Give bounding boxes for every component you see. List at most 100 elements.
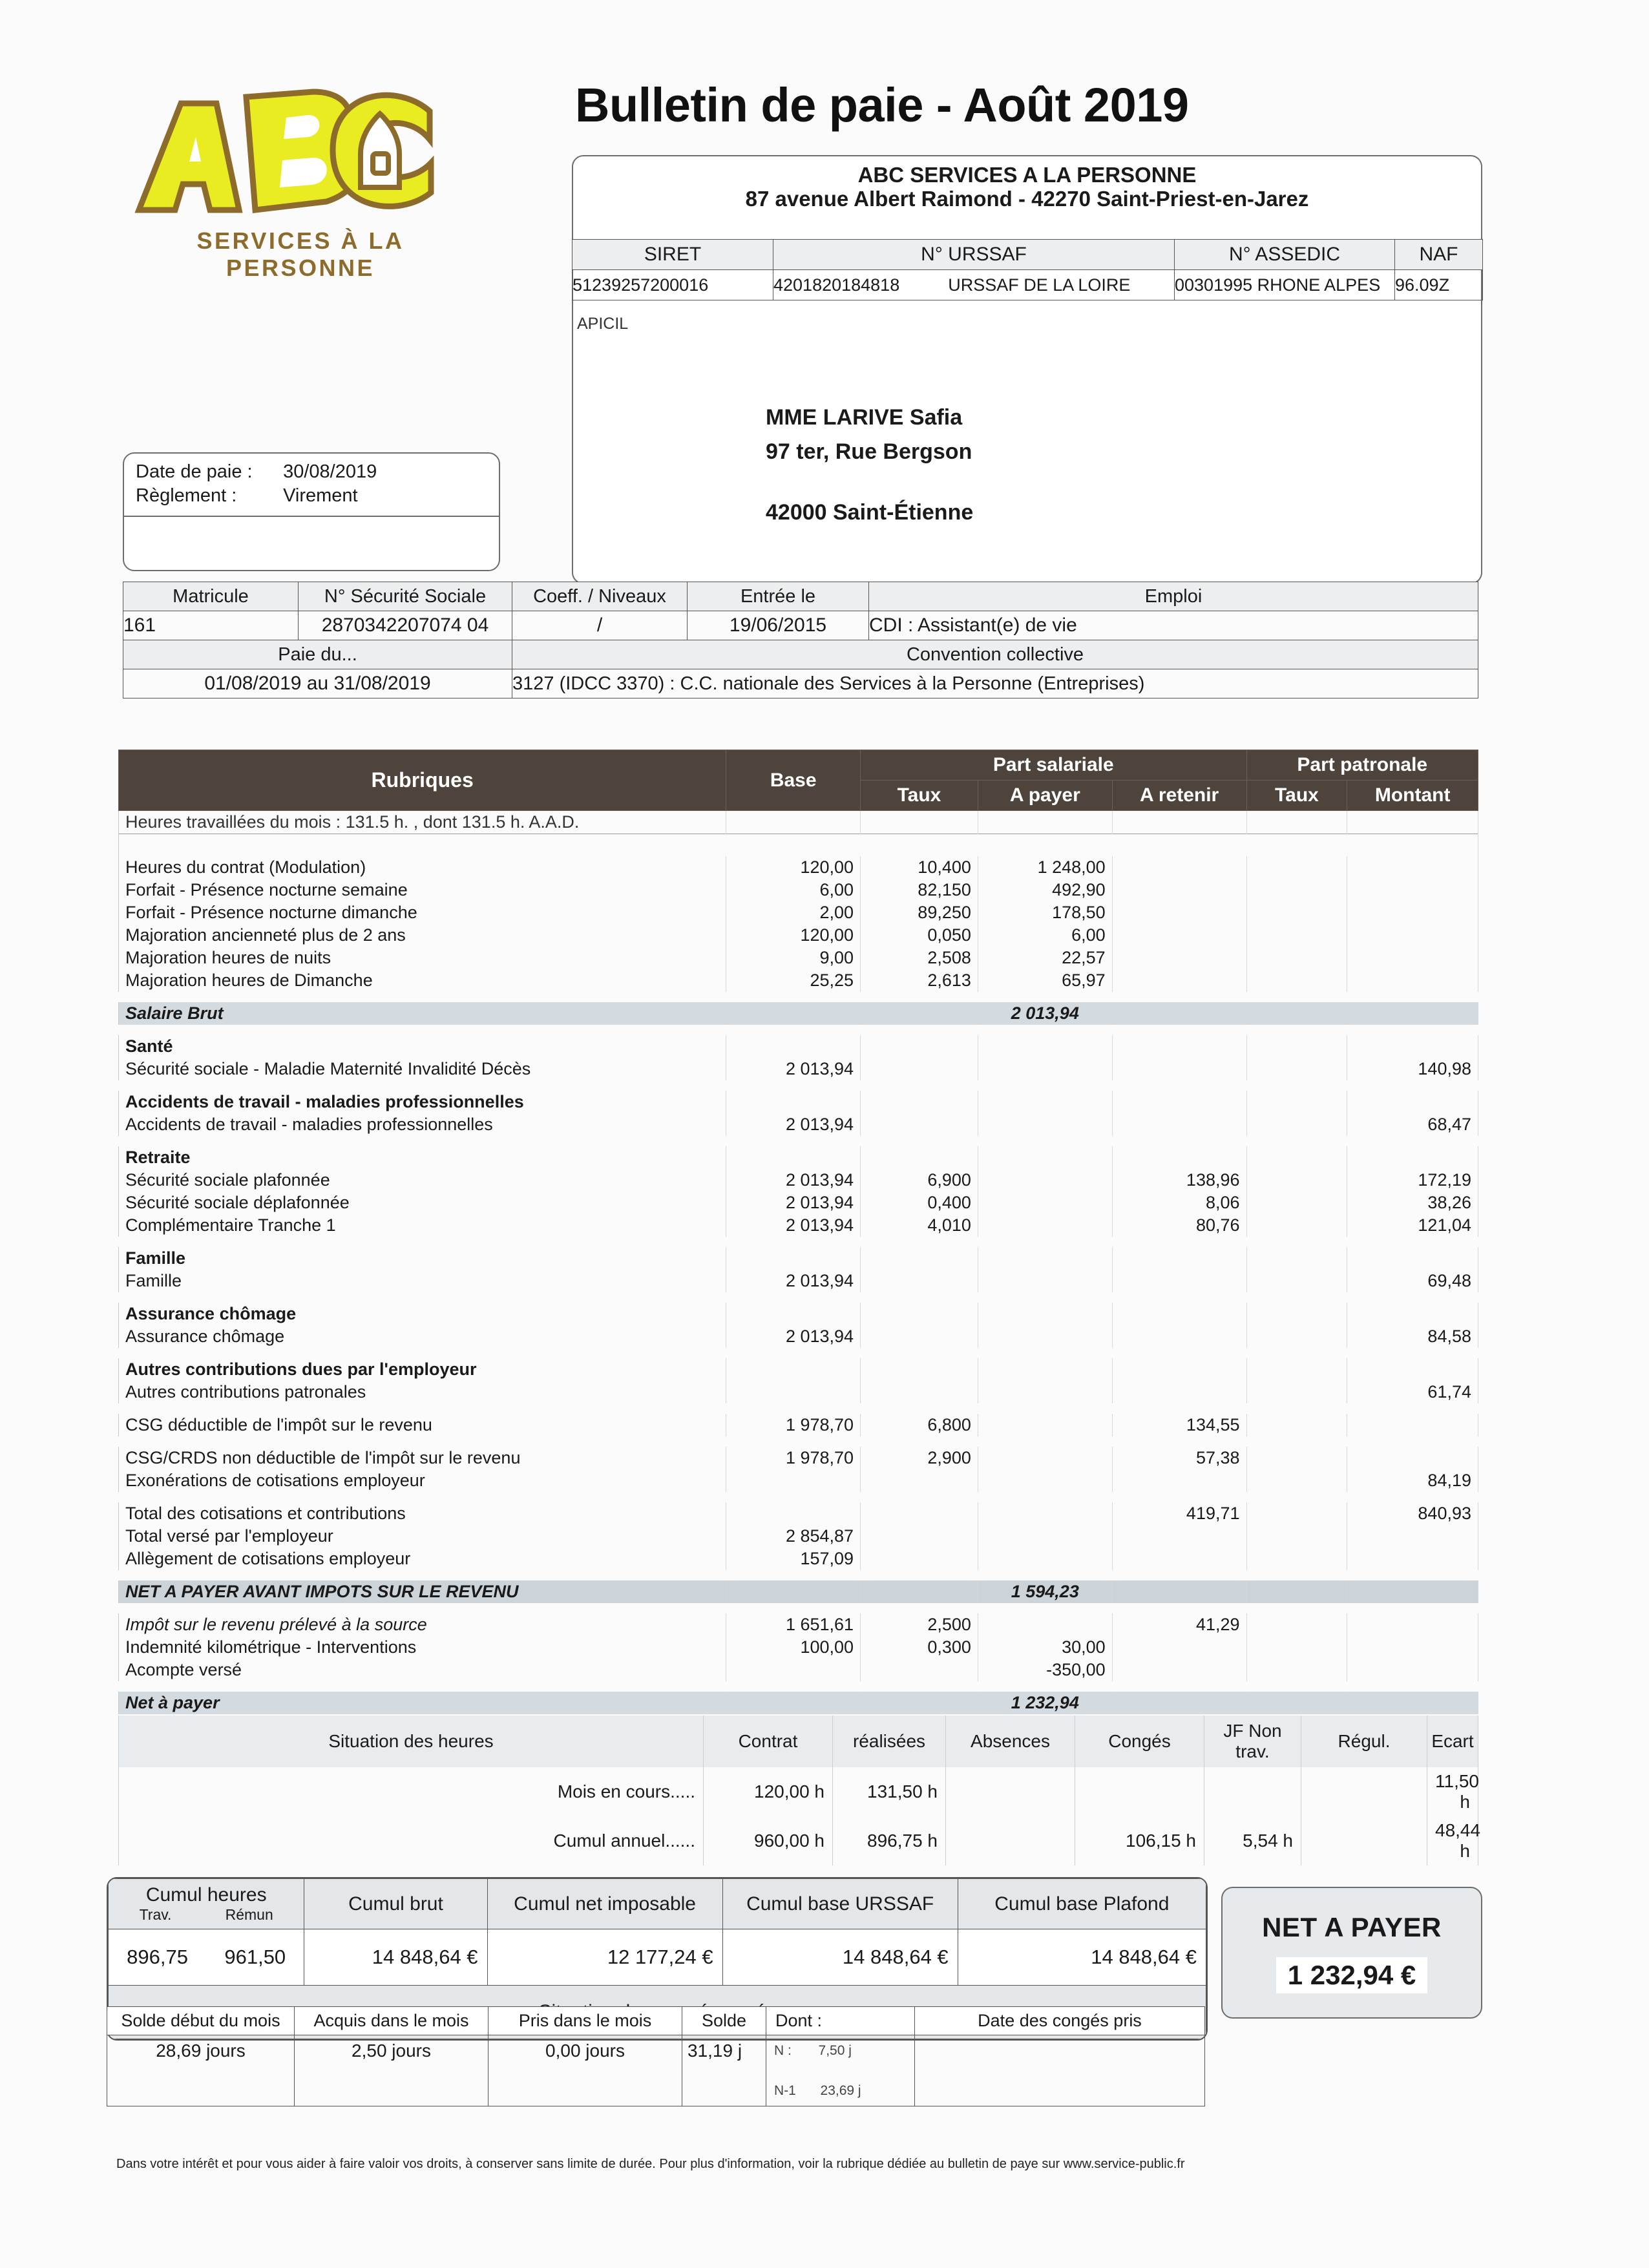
situ-cumul-jf: 5,54 h (1204, 1816, 1301, 1865)
hours-note-row: Heures travaillées du mois : 131.5 h. , … (118, 810, 1478, 834)
assedic-value: 00301995 RHONE ALPES (1174, 269, 1395, 300)
convention-header: Convention collective (512, 640, 1478, 669)
conges-solde-header: Solde (682, 2006, 766, 2035)
row-taux-patronal (1246, 1214, 1348, 1237)
siret-header: SIRET (572, 239, 773, 270)
row-label: Retraite (118, 1146, 727, 1169)
situ-col-absences: Absences (945, 1716, 1075, 1767)
row-taux-salarial: 2,500 (860, 1613, 978, 1636)
logo-tagline: SERVICES À LA PERSONNE (196, 227, 404, 281)
row-montant (1347, 1447, 1478, 1469)
table-row: Assurance chômage 2 013,94 84,58 (118, 1325, 1478, 1348)
row-taux-patronal (1246, 1058, 1348, 1080)
row-taux-salarial: 2,900 (860, 1447, 978, 1469)
hours-note: Heures travaillées du mois : 131.5 h. , … (118, 810, 727, 834)
row-label: Forfait - Présence nocturne semaine (118, 879, 727, 901)
spacer-row (119, 1136, 1478, 1146)
row-base: 2 013,94 (726, 1113, 861, 1136)
row-base (726, 1303, 861, 1325)
row-base: 2 013,94 (726, 1169, 861, 1192)
row-taux-patronal (1246, 1091, 1348, 1113)
row-taux-patronal (1246, 1325, 1348, 1348)
row-a-payer: 22,57 (977, 947, 1113, 969)
row-taux-salarial: 0,300 (860, 1636, 978, 1659)
row-label: Heures du contrat (Modulation) (118, 856, 727, 879)
conges-pris-value: 0,00 jours (488, 2035, 682, 2106)
conges-pris-header: Pris dans le mois (488, 2006, 682, 2035)
row-taux-salarial (860, 1659, 978, 1681)
row-label: Sécurité sociale déplafonnée (118, 1192, 727, 1214)
situ-cumul-absences (945, 1816, 1075, 1865)
table-row: Forfait - Présence nocturne dimanche 2,00… (118, 901, 1478, 924)
table-row: Net à payer 1 232,94 (118, 1692, 1478, 1714)
table-row: 01/08/2019 au 31/08/2019 3127 (IDCC 3370… (123, 669, 1478, 698)
row-label: Sécurité sociale plafonnée (118, 1169, 727, 1192)
divider (124, 516, 499, 517)
spacer-row (118, 834, 1478, 856)
row-a-retenir (1111, 879, 1247, 901)
row-taux-salarial: 2,613 (860, 969, 978, 992)
table-header-row: Matricule N° Sécurité Sociale Coeff. / N… (123, 582, 1478, 611)
payroll-body: Heures travaillées du mois : 131.5 h. , … (118, 810, 1478, 1767)
row-a-retenir (1111, 1659, 1247, 1681)
table-row: Salaire Brut 2 013,94 (118, 1002, 1478, 1025)
row-a-payer: -350,00 (977, 1659, 1113, 1681)
row-base: 2 013,94 (726, 1058, 861, 1080)
row-base: 120,00 (726, 856, 861, 879)
row-montant (1347, 1091, 1478, 1113)
row-label: Indemnité kilométrique - Interventions (118, 1636, 727, 1659)
row-base: 25,25 (726, 969, 861, 992)
row-montant (1347, 1358, 1478, 1381)
row-taux-salarial (860, 1548, 978, 1570)
col-montant: Montant (1347, 780, 1478, 811)
table-row: CSG déductible de l'impôt sur le revenu 1… (118, 1414, 1478, 1436)
row-label: Accidents de travail - maladies professi… (118, 1113, 727, 1136)
matricule-header: Matricule (123, 582, 299, 611)
row-a-payer (977, 1146, 1113, 1169)
row-a-retenir (1111, 1091, 1247, 1113)
periode-header: Paie du... (123, 640, 512, 669)
row-taux-patronal (1246, 1580, 1348, 1603)
row-base: 2 013,94 (726, 1214, 861, 1237)
row-montant (1347, 879, 1478, 901)
row-a-payer (977, 1325, 1113, 1348)
cumul-urssaf-header: Cumul base URSSAF (722, 1878, 958, 1929)
row-montant (1347, 901, 1478, 924)
row-taux-salarial (860, 1146, 978, 1169)
table-row: 161 2870342207074 04 / 19/06/2015 CDI : … (123, 611, 1478, 640)
cumul-heures-remun: 961,50 (224, 1946, 286, 1968)
row-a-retenir (1111, 924, 1247, 947)
row-montant: 84,58 (1347, 1325, 1478, 1348)
situ-mois-conges (1075, 1767, 1204, 1816)
table-row: 896,75 961,50 14 848,64 € 12 177,24 € 14… (108, 1929, 1206, 1986)
cumul-brut-value: 14 848,64 € (304, 1929, 488, 1986)
row-a-retenir: 57,38 (1111, 1447, 1247, 1469)
row-a-retenir (1111, 1636, 1247, 1659)
table-row: Santé (118, 1035, 1478, 1058)
row-taux-patronal (1246, 969, 1348, 992)
conges-date-header: Date des congés pris (914, 2006, 1205, 2035)
cumuls-box: Cumul heures Trav. Rémun Cumul brut Cumu… (107, 1877, 1208, 2041)
row-taux-patronal (1246, 1247, 1348, 1270)
row-montant (1347, 1035, 1478, 1058)
row-taux-patronal (1246, 879, 1348, 901)
conges-solde-value: 31,19 j (682, 2035, 766, 2106)
col-part-salariale: Part salariale (860, 750, 1247, 781)
row-taux-salarial: 6,900 (860, 1169, 978, 1192)
table-header-row: Solde début du mois Acquis dans le mois … (107, 2006, 1205, 2035)
periode-value: 01/08/2019 au 31/08/2019 (123, 669, 512, 698)
row-a-retenir (1111, 1113, 1247, 1136)
row-taux-patronal (1246, 1414, 1348, 1436)
row-a-retenir (1111, 1035, 1247, 1058)
urssaf-header: N° URSSAF (773, 239, 1175, 270)
conges-dont-n1-label: N-1 (774, 2083, 796, 2098)
row-taux-patronal (1246, 1447, 1348, 1469)
naf-header: NAF (1394, 239, 1483, 270)
situ-mois-realisees: 131,50 h (832, 1767, 946, 1816)
row-base: 9,00 (726, 947, 861, 969)
row-montant: 121,04 (1347, 1214, 1478, 1237)
row-montant (1347, 1303, 1478, 1325)
conges-table: Solde début du mois Acquis dans le mois … (107, 2006, 1205, 2106)
table-header-row: Situation des heures Contrat réalisées A… (118, 1716, 1478, 1767)
